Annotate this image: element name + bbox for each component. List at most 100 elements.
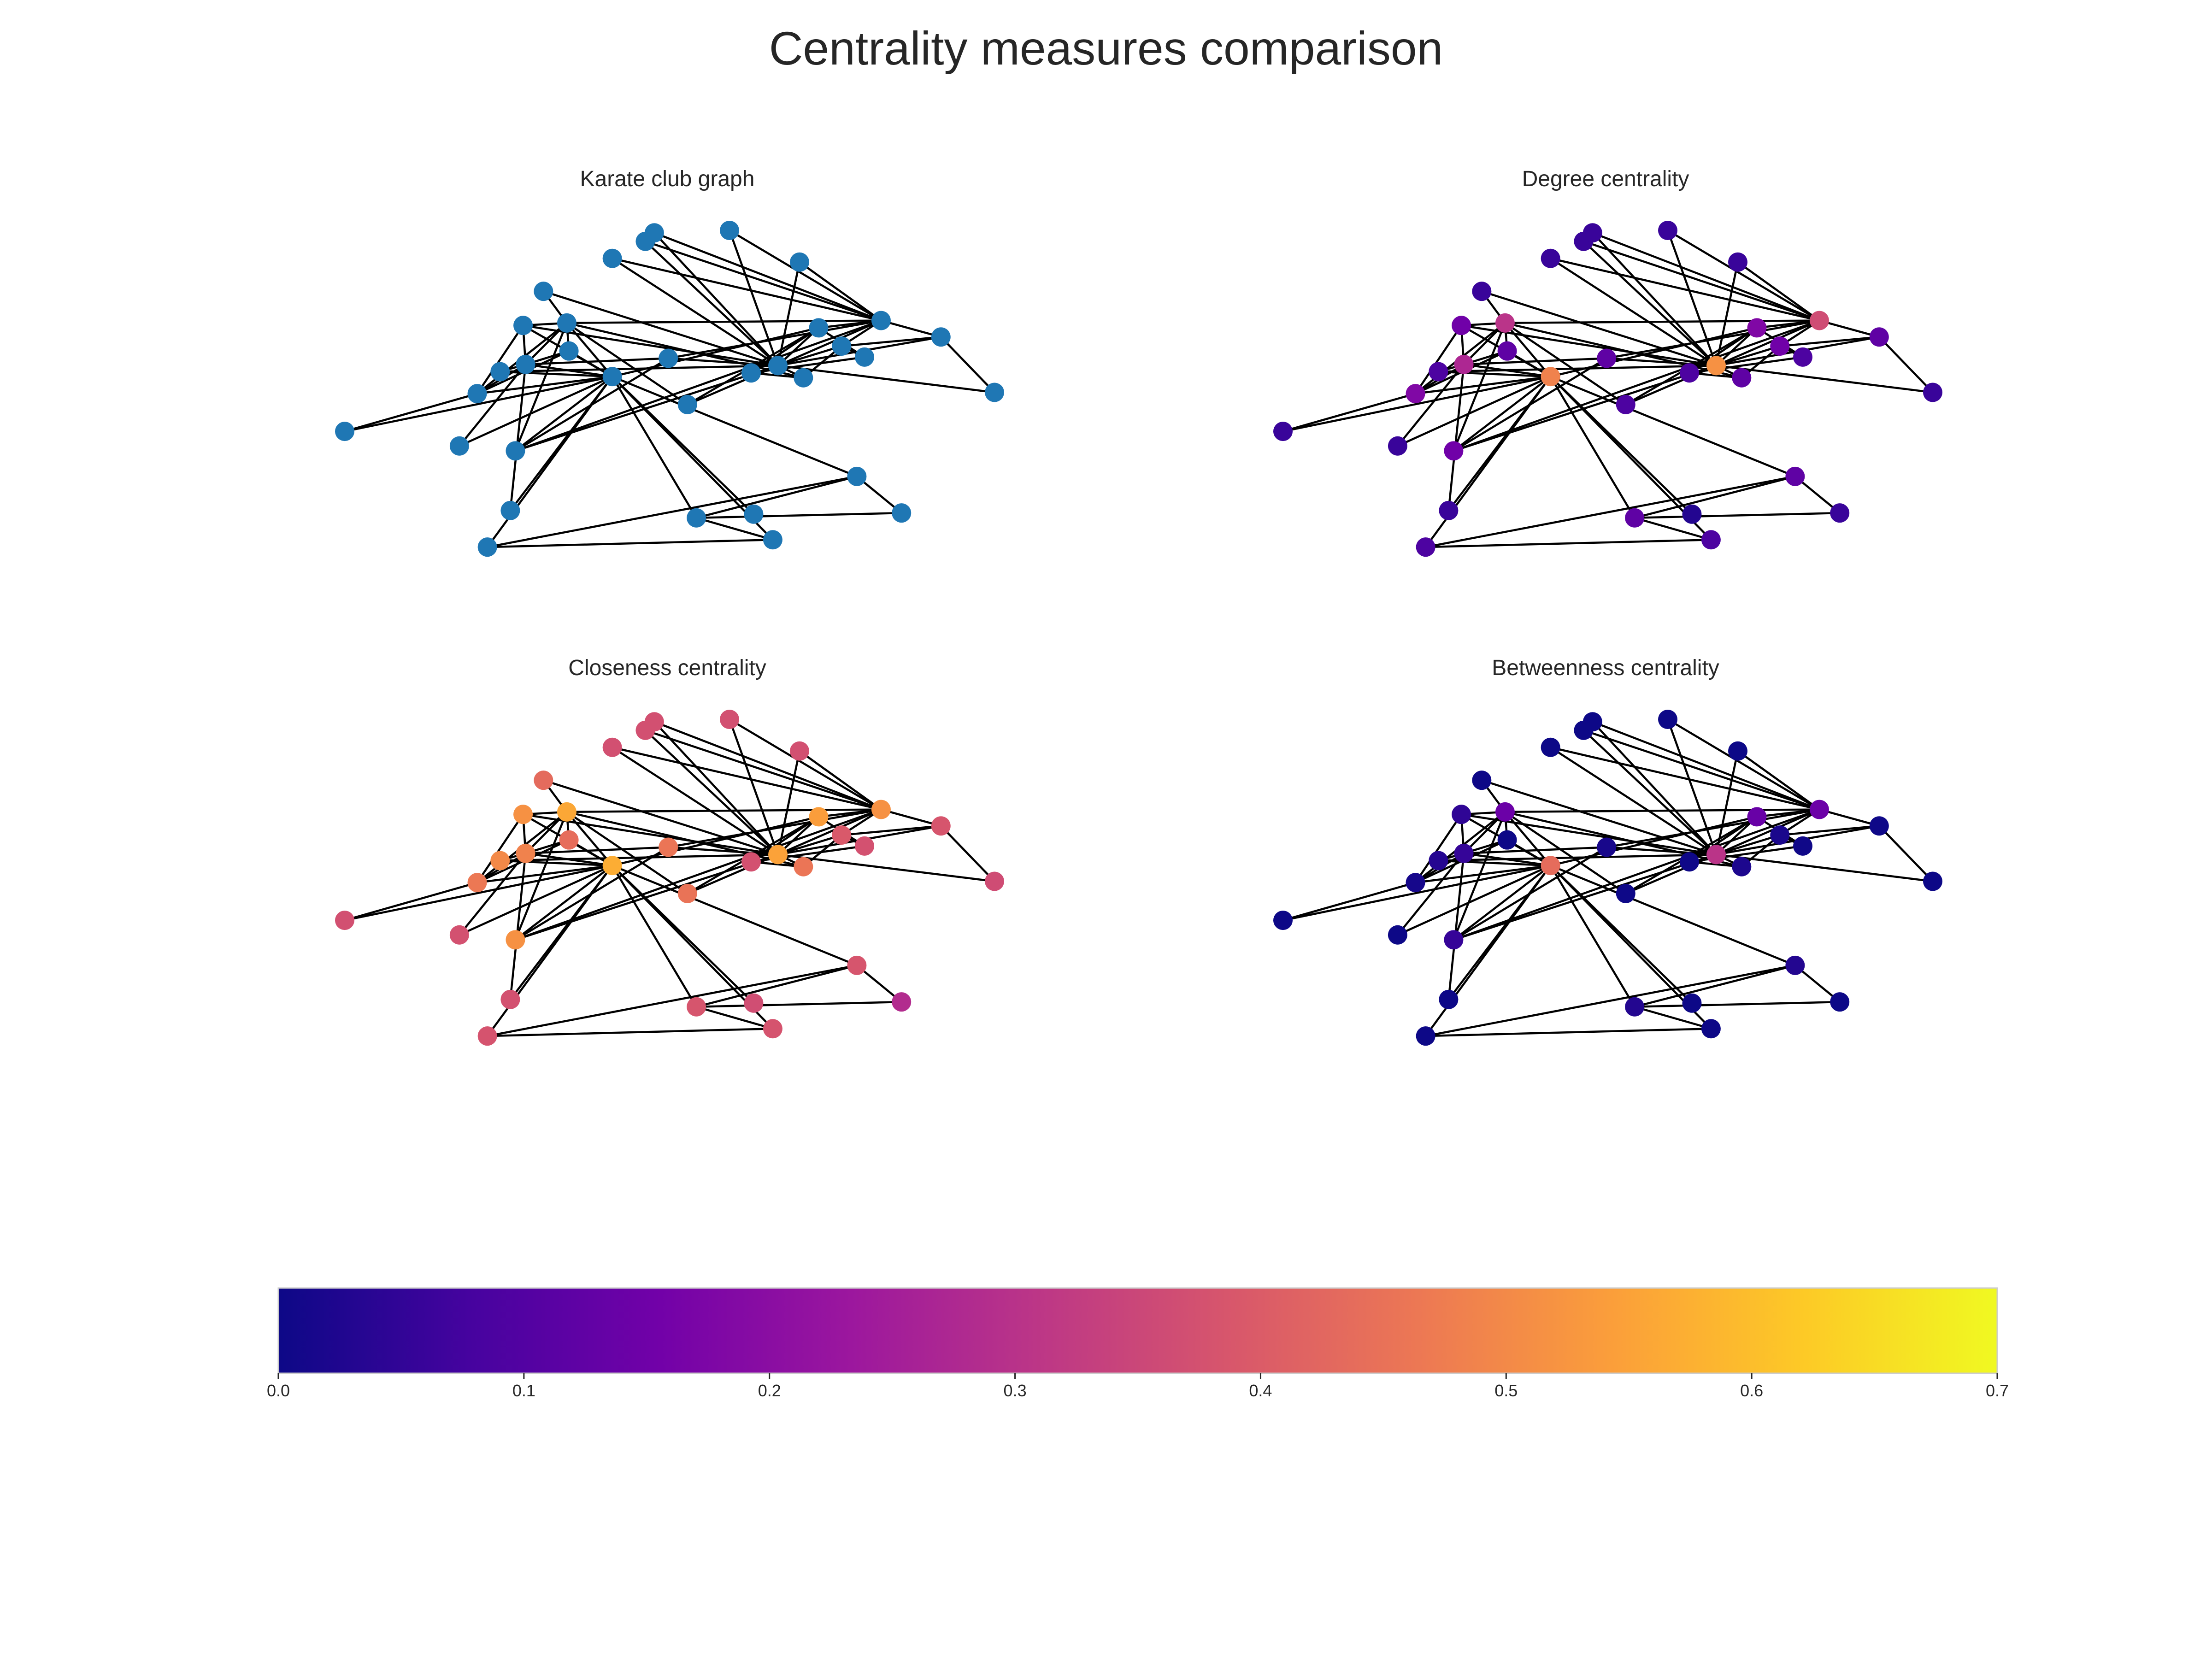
graph-edge: [459, 376, 613, 447]
graph-node: [1625, 997, 1645, 1017]
graph-node: [744, 993, 764, 1013]
graph-node: [1682, 993, 1702, 1013]
graph-node: [1541, 367, 1560, 387]
graph-edge: [644, 241, 779, 366]
graph-node: [1809, 311, 1829, 330]
graph-edge: [509, 364, 527, 511]
graph-edge: [612, 746, 779, 856]
graph-edge: [668, 319, 882, 359]
graph-node: [741, 363, 761, 383]
graph-node: [1785, 955, 1805, 975]
graph-edge: [728, 230, 779, 366]
graph-node: [513, 316, 533, 335]
panel-title: Degree centrality: [1522, 167, 1689, 191]
graph-edge: [515, 319, 882, 452]
graph-edge: [1415, 375, 1551, 395]
graph-node: [1706, 356, 1726, 376]
colorbar-tick-label: 0.6: [1740, 1381, 1763, 1400]
graph-edge: [566, 322, 613, 377]
graph-edge: [476, 324, 524, 394]
graph-node: [644, 223, 664, 243]
graph-edge: [777, 834, 842, 856]
graph-edge: [344, 864, 613, 922]
graph-edge: [515, 846, 669, 941]
graph-edge: [799, 750, 882, 811]
graph-edge: [1464, 357, 1607, 365]
panel-title: Karate club graph: [580, 167, 755, 191]
graph-node: [1583, 712, 1602, 732]
graph-edge: [1550, 376, 1693, 515]
graph-edge: [612, 257, 882, 322]
graph-node: [790, 252, 809, 272]
graph-edge: [1481, 779, 1717, 856]
graph-node: [490, 851, 510, 871]
graph-node: [1541, 856, 1560, 876]
graph-node: [847, 466, 867, 486]
graph-node: [559, 341, 579, 361]
graph-edge: [509, 376, 613, 512]
graph-edge: [515, 357, 669, 452]
graph-node: [1472, 771, 1492, 790]
graph-node: [602, 367, 622, 387]
graph-edge: [1550, 746, 1820, 811]
graph-node: [687, 508, 706, 528]
colorbar-tick-label: 0.2: [758, 1381, 781, 1400]
graph-edge: [1606, 357, 1717, 367]
graph-edge: [818, 808, 882, 818]
panel-2: Degree centrality: [1273, 167, 1942, 557]
graph-edge: [1550, 376, 1796, 477]
graph-edge: [696, 1006, 773, 1030]
graph-edge: [500, 365, 778, 373]
colorbar: 0.0 0.1 0.2 0.3 0.4 0.5 0.6 0.7: [267, 1287, 2009, 1400]
graph-edge: [1453, 846, 1607, 941]
graph-edge: [777, 319, 882, 367]
graph-node: [1406, 873, 1425, 893]
colorbar-gradient: [278, 1288, 1997, 1373]
graph-node: [855, 836, 874, 856]
graph-edge: [729, 229, 882, 322]
graph-edge: [841, 825, 941, 836]
graph-node: [477, 537, 497, 557]
graph-edge: [543, 290, 778, 367]
graph-node: [1406, 384, 1425, 404]
graph-node: [892, 992, 912, 1012]
graph-node: [1793, 347, 1812, 367]
graph-node: [1452, 805, 1471, 824]
graph-edge: [1505, 808, 1819, 813]
graph-edge: [509, 853, 527, 1000]
graph-edge: [1453, 357, 1607, 452]
graph-node: [1541, 248, 1560, 268]
graph-node: [1429, 362, 1448, 382]
graph-node: [506, 441, 525, 461]
graph-node: [1495, 313, 1515, 333]
graph-edge: [487, 1028, 773, 1037]
graph-edge: [1667, 229, 1820, 322]
graph-edge: [1504, 322, 1627, 406]
nodes: [1273, 710, 1942, 1046]
graph-node: [490, 362, 510, 382]
graph-node: [1701, 530, 1721, 550]
graph-edge: [881, 808, 941, 827]
graph-node: [1732, 857, 1752, 877]
graph-edge: [777, 345, 842, 367]
graph-edge: [1397, 853, 1465, 936]
graph-node: [1444, 441, 1464, 461]
graph-edge: [777, 262, 801, 366]
nodes: [335, 221, 1004, 557]
graph-edge: [1625, 365, 1717, 406]
graph-node: [794, 857, 813, 877]
graph-node: [931, 816, 951, 836]
graph-edge: [1583, 729, 1717, 855]
graph-node: [1497, 830, 1517, 850]
graph-edge: [543, 779, 778, 856]
graph-edge: [515, 853, 778, 941]
graph-node: [1454, 843, 1474, 863]
graph-edge: [1606, 808, 1820, 848]
graph-node: [741, 852, 761, 872]
graph-node: [1388, 925, 1407, 945]
graph-node: [602, 856, 622, 876]
graph-edge: [566, 808, 881, 813]
graph-edge: [1425, 539, 1711, 548]
graph-edge: [645, 240, 882, 322]
graph-node: [1439, 989, 1459, 1009]
